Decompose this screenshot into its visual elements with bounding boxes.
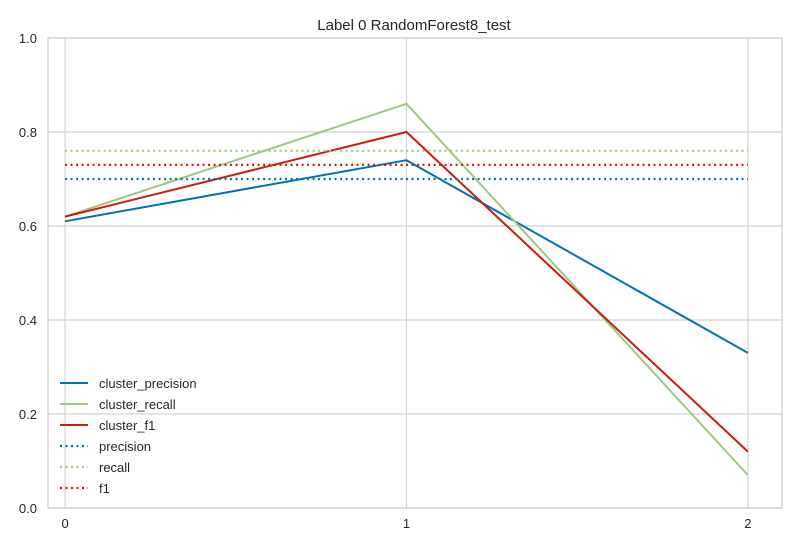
series-layer bbox=[64, 102, 749, 476]
chart-title: Label 0 RandomForest8_test bbox=[317, 17, 511, 34]
legend-label: cluster_precision bbox=[99, 376, 197, 391]
legend: cluster_precision cluster_recall cluster_f… bbox=[60, 376, 197, 496]
x-tick-label: 2 bbox=[744, 516, 751, 531]
plot-frame bbox=[47, 37, 783, 509]
series-line-cluster-precision bbox=[64, 159, 749, 354]
series-line-cluster-recall bbox=[64, 102, 749, 476]
series-line-cluster-f1 bbox=[64, 131, 749, 453]
y-tick-label: 1.0 bbox=[19, 31, 37, 46]
y-tick-label: 0.6 bbox=[19, 219, 37, 234]
y-tick-label: 0.8 bbox=[19, 125, 37, 140]
legend-label: precision bbox=[99, 439, 151, 454]
tick-labels: 0 1 2 0.0 0.2 0.4 0.6 0.8 1.0 bbox=[19, 31, 752, 531]
legend-label: recall bbox=[99, 460, 130, 475]
y-tick-label: 0.0 bbox=[19, 501, 37, 516]
x-tick-label: 1 bbox=[403, 516, 410, 531]
legend-label: cluster_recall bbox=[99, 397, 176, 412]
legend-label: f1 bbox=[99, 481, 110, 496]
y-tick-label: 0.2 bbox=[19, 407, 37, 422]
x-tick-label: 0 bbox=[61, 516, 68, 531]
legend-label: cluster_f1 bbox=[99, 418, 155, 433]
y-tick-label: 0.4 bbox=[19, 313, 37, 328]
grid bbox=[48, 37, 782, 509]
